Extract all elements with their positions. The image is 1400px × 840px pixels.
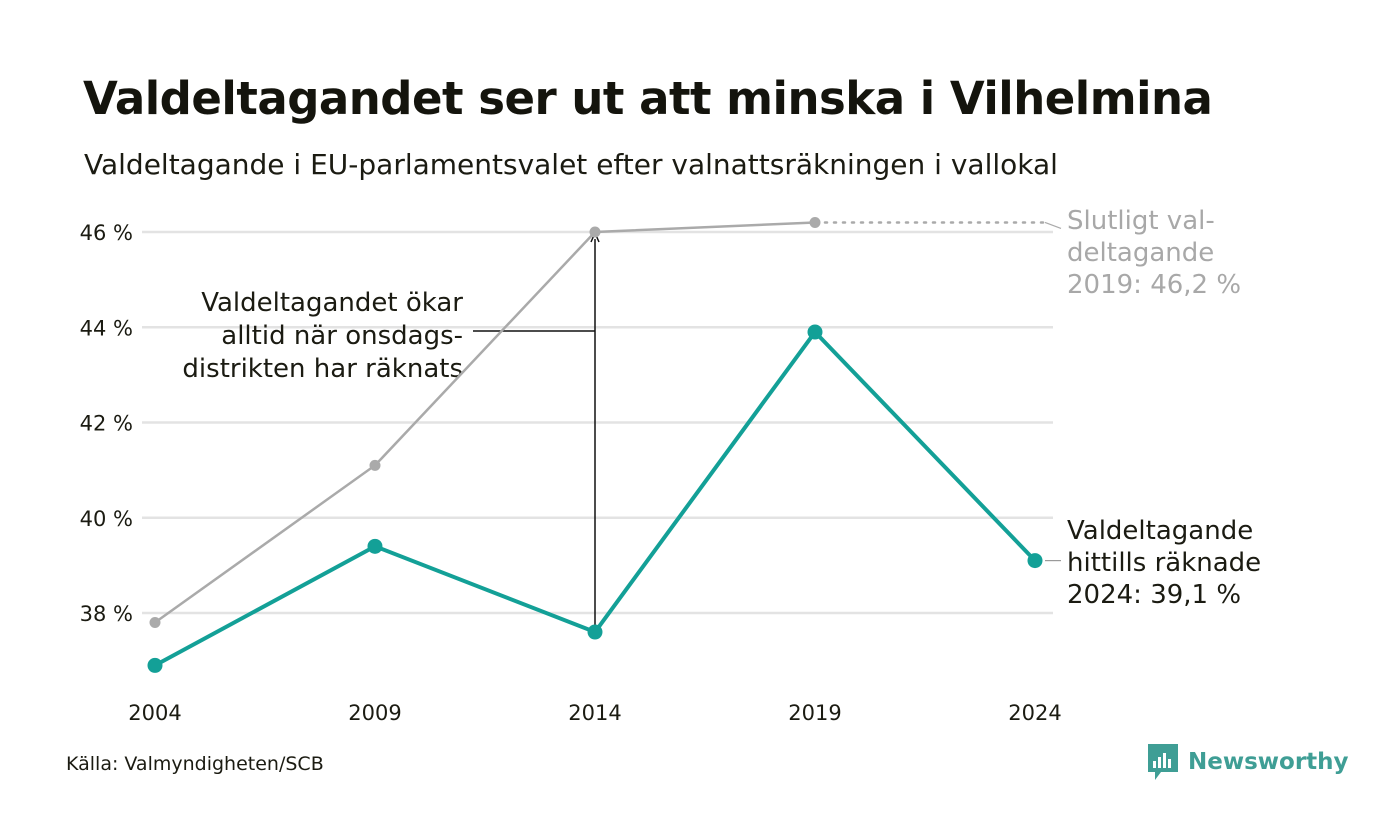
final-end-label-line: 2019: 46,2 % [1067,270,1241,300]
counted-end-label-line: 2024: 39,1 % [1067,580,1241,610]
annotation-line: Valdeltagandet ökar [201,288,463,318]
final-end-label-line: Slutligt val- [1067,206,1215,236]
y-tick-label: 40 % [80,507,133,531]
brand-name: Newsworthy [1188,749,1349,775]
chart-title: Valdeltagandet ser ut att minska i Vilhe… [83,72,1213,125]
y-tick-label: 44 % [80,316,133,340]
brand-logo: Newsworthy [1148,742,1349,782]
data-point-counted [1027,553,1043,569]
annotation-line: alltid när onsdags- [221,321,463,351]
y-tick-label: 38 % [80,602,133,626]
counted-end-label-line: hittills räknade [1067,548,1261,578]
final-label-connector [1044,221,1062,230]
data-point-final [369,459,381,471]
counted-end-label-line: Valdeltagande [1067,516,1253,546]
x-tick-label: 2009 [348,701,401,725]
data-point-final [809,216,821,228]
newsworthy-logo-icon [1148,744,1178,780]
y-tick-label: 42 % [80,412,133,436]
chart-subtitle: Valdeltagande i EU-parlamentsvalet efter… [84,148,1058,181]
data-point-final [589,226,601,238]
y-tick-label: 46 % [80,221,133,245]
line-chart: 38 % 40 % 42 % 44 % 46 % 2004 2009 2014 2019 2024… [80,206,1262,725]
data-point-final [149,617,161,629]
annotation-text: Valdeltagandet ökar alltid när onsdags-di… [182,288,463,384]
x-tick-label: 2014 [568,701,621,725]
series-line-final [154,221,816,624]
x-tick-label: 2024 [1008,701,1061,725]
x-tick-label: 2019 [788,701,841,725]
counted-end-label: Valdeltagande hittills räknade 2024: 39,1 … [1067,516,1261,610]
data-point-counted [147,657,163,673]
final-end-label-line: deltagande [1067,238,1214,268]
data-point-counted [807,324,823,340]
x-tick-label: 2004 [128,701,181,725]
annotation-line: distrikten har räknats [182,354,463,384]
data-point-counted [367,538,383,554]
source-note: Källa: Valmyndigheten/SCB [66,753,324,775]
final-end-label: Slutligt val-deltagande 2019: 46,2 % [1067,206,1241,300]
data-point-counted [587,624,603,640]
